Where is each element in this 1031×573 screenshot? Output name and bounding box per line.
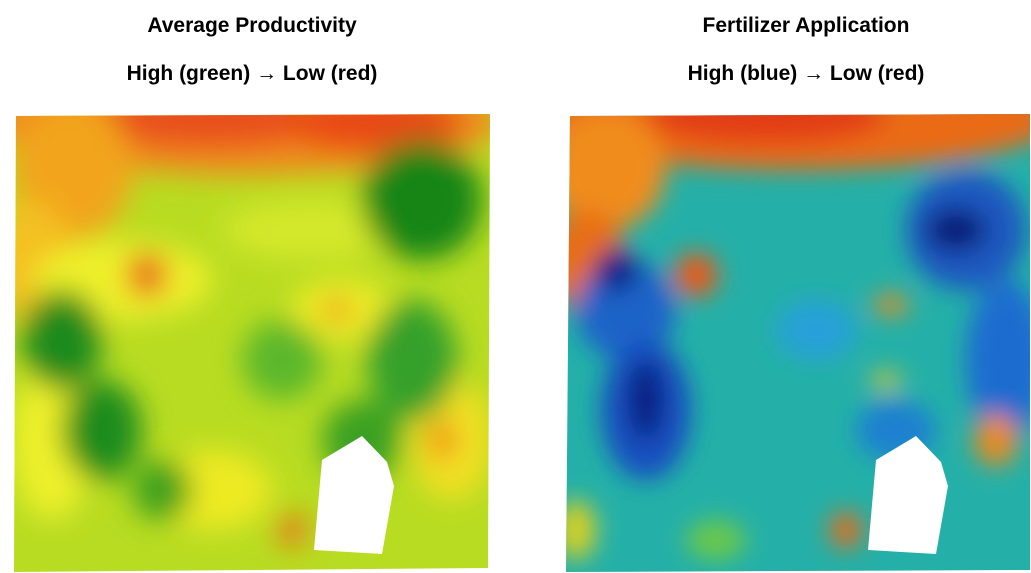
productivity-heatmap bbox=[12, 110, 492, 573]
productivity-map-title: Average Productivity bbox=[147, 14, 357, 37]
fertilizer-map-panel: Fertilizer Application High (blue) → Low… bbox=[566, 0, 1031, 573]
fertilizer-heatmap bbox=[566, 110, 1031, 573]
fertilizer-map-legend: High (blue) → Low (red) bbox=[687, 62, 925, 85]
fertilizer-map-title: Fertilizer Application bbox=[702, 14, 910, 37]
productivity-map-legend: High (green) → Low (red) bbox=[126, 62, 378, 85]
productivity-map-panel: Average Productivity High (green) → Low … bbox=[12, 0, 492, 573]
